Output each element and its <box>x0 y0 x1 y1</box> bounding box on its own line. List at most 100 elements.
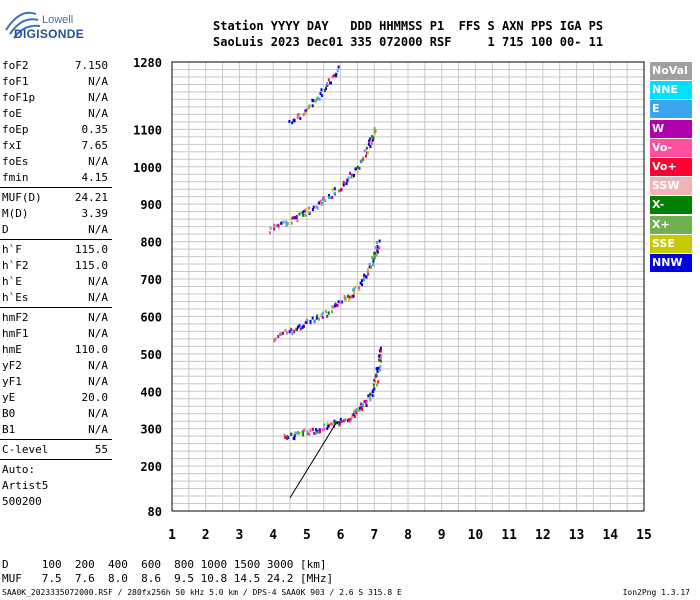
echo-point <box>339 417 342 421</box>
echo-point <box>292 436 295 440</box>
echo-point <box>325 87 328 91</box>
echo-point <box>352 412 355 416</box>
echo-point <box>350 417 353 421</box>
legend-item: W <box>650 119 692 138</box>
echo-point <box>298 113 301 117</box>
echo-point <box>356 170 359 174</box>
echo-point <box>268 231 271 235</box>
param-row: D N/A <box>0 222 112 238</box>
echo-point <box>342 419 345 423</box>
param-row: foF2 7.150 <box>0 58 112 74</box>
param-value: 55 <box>94 443 108 456</box>
echo-point <box>362 156 365 160</box>
echo-point <box>363 399 366 403</box>
param-row: h`Es N/A <box>0 290 112 306</box>
param-label: foF2 <box>2 59 29 72</box>
echo-point <box>361 279 364 283</box>
param-value: N/A <box>88 327 108 340</box>
param-separator <box>0 187 112 188</box>
echo-point <box>369 392 372 396</box>
param-value: 0.35 <box>81 123 109 136</box>
echo-point <box>302 324 305 328</box>
echo-point <box>280 221 283 225</box>
echo-point <box>365 146 368 150</box>
echo-point <box>375 367 378 371</box>
y-tick-label: 800 <box>140 236 162 250</box>
echo-point <box>346 178 349 182</box>
echo-point <box>366 150 369 154</box>
echo-point <box>293 216 296 220</box>
echo-point <box>311 207 314 211</box>
x-tick-label: 14 <box>602 528 618 543</box>
param-value: 115.0 <box>74 243 108 256</box>
echo-point <box>304 209 307 213</box>
echo-point <box>298 212 301 216</box>
echo-point <box>348 418 351 422</box>
echo-point <box>361 283 364 287</box>
echo-point <box>344 299 347 303</box>
echo-point <box>290 432 293 436</box>
echo-point <box>339 301 342 305</box>
param-row: B0 N/A <box>0 406 112 422</box>
param-separator <box>0 439 112 440</box>
echo-point <box>337 189 340 193</box>
echo-point <box>286 435 289 439</box>
param-label: foEp <box>2 123 29 136</box>
echo-point <box>358 288 361 292</box>
echo-point <box>357 407 360 411</box>
echo-point <box>318 317 321 321</box>
echo-point <box>306 430 309 434</box>
echo-point <box>288 330 291 334</box>
param-value: N/A <box>88 359 108 372</box>
legend-item: NNE <box>650 81 692 100</box>
echo-point <box>375 383 378 387</box>
echo-point <box>370 265 373 269</box>
echo-point <box>351 414 354 418</box>
echo-point <box>297 430 300 434</box>
echo-point <box>299 116 302 120</box>
y-tick-label: 80 <box>148 505 162 519</box>
echo-point <box>368 265 371 269</box>
echo-point <box>353 173 356 177</box>
echo-point <box>376 370 379 374</box>
echo-point <box>277 334 280 338</box>
echo-point <box>377 246 380 250</box>
y-tick-label: 900 <box>140 198 162 212</box>
echo-point <box>302 112 305 116</box>
echo-point <box>285 221 288 225</box>
echo-point <box>321 315 324 319</box>
param-value: 110.0 <box>74 343 108 356</box>
legend-item: SSE <box>650 234 692 253</box>
param-row: B1 N/A <box>0 422 112 438</box>
echo-point <box>375 240 378 244</box>
muf-table: D 100 200 400 600 800 1000 1500 3000 [km… <box>2 558 333 586</box>
echo-point <box>297 325 300 329</box>
header-line-2: SaoLuis 2023 Dec01 335 072000 RSF 1 715 … <box>213 35 604 49</box>
echo-point <box>285 224 288 228</box>
echo-point <box>365 400 368 404</box>
plot-frame <box>171 61 645 512</box>
echo-point <box>330 422 333 426</box>
echo-point <box>277 223 280 227</box>
echo-point <box>322 196 325 200</box>
echo-point <box>360 158 363 162</box>
echo-point <box>373 387 376 391</box>
echo-point <box>329 195 332 199</box>
echo-point <box>353 287 356 291</box>
echo-point <box>337 65 340 69</box>
echo-point <box>352 288 355 292</box>
echo-point <box>311 427 314 431</box>
logo-text-lowell: Lowell <box>42 14 74 26</box>
param-value: N/A <box>88 375 108 388</box>
param-value: 3.39 <box>81 207 109 220</box>
echo-point <box>360 160 363 164</box>
echo-point <box>291 216 294 220</box>
echo-point <box>335 72 338 76</box>
echo-point <box>371 138 374 142</box>
echo-point <box>368 139 371 143</box>
echo-point <box>313 431 316 435</box>
echo-point <box>326 82 329 86</box>
param-row: foF1 N/A <box>0 74 112 90</box>
param-label: foF1p <box>2 91 36 104</box>
echo-point <box>303 428 306 432</box>
